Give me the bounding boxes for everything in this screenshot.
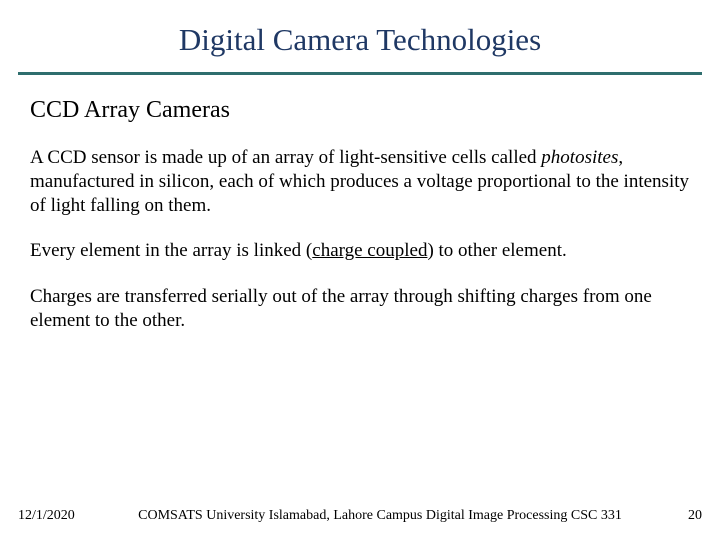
paragraph-1: A CCD sensor is made up of an array of l… — [30, 146, 690, 217]
paragraph-2: Every element in the array is linked (ch… — [30, 239, 690, 263]
para2-underline: charge coupled — [312, 240, 427, 261]
paragraph-3: Charges are transferred serially out of … — [30, 285, 690, 333]
slide-footer: 12/1/2020 COMSATS University Islamabad, … — [0, 508, 720, 524]
slide-title: Digital Camera Technologies — [0, 0, 720, 72]
para2-text-b: ) to other element. — [427, 240, 566, 261]
subheading: CCD Array Cameras — [30, 97, 690, 124]
footer-date: 12/1/2020 — [18, 508, 88, 524]
para1-italic: photosites — [541, 147, 618, 168]
para1-text-a: A CCD sensor is made up of an array of l… — [30, 147, 541, 168]
footer-page-number: 20 — [672, 508, 702, 524]
title-divider — [18, 72, 702, 75]
para2-text-a: Every element in the array is linked ( — [30, 240, 312, 261]
footer-center: COMSATS University Islamabad, Lahore Cam… — [88, 508, 672, 524]
